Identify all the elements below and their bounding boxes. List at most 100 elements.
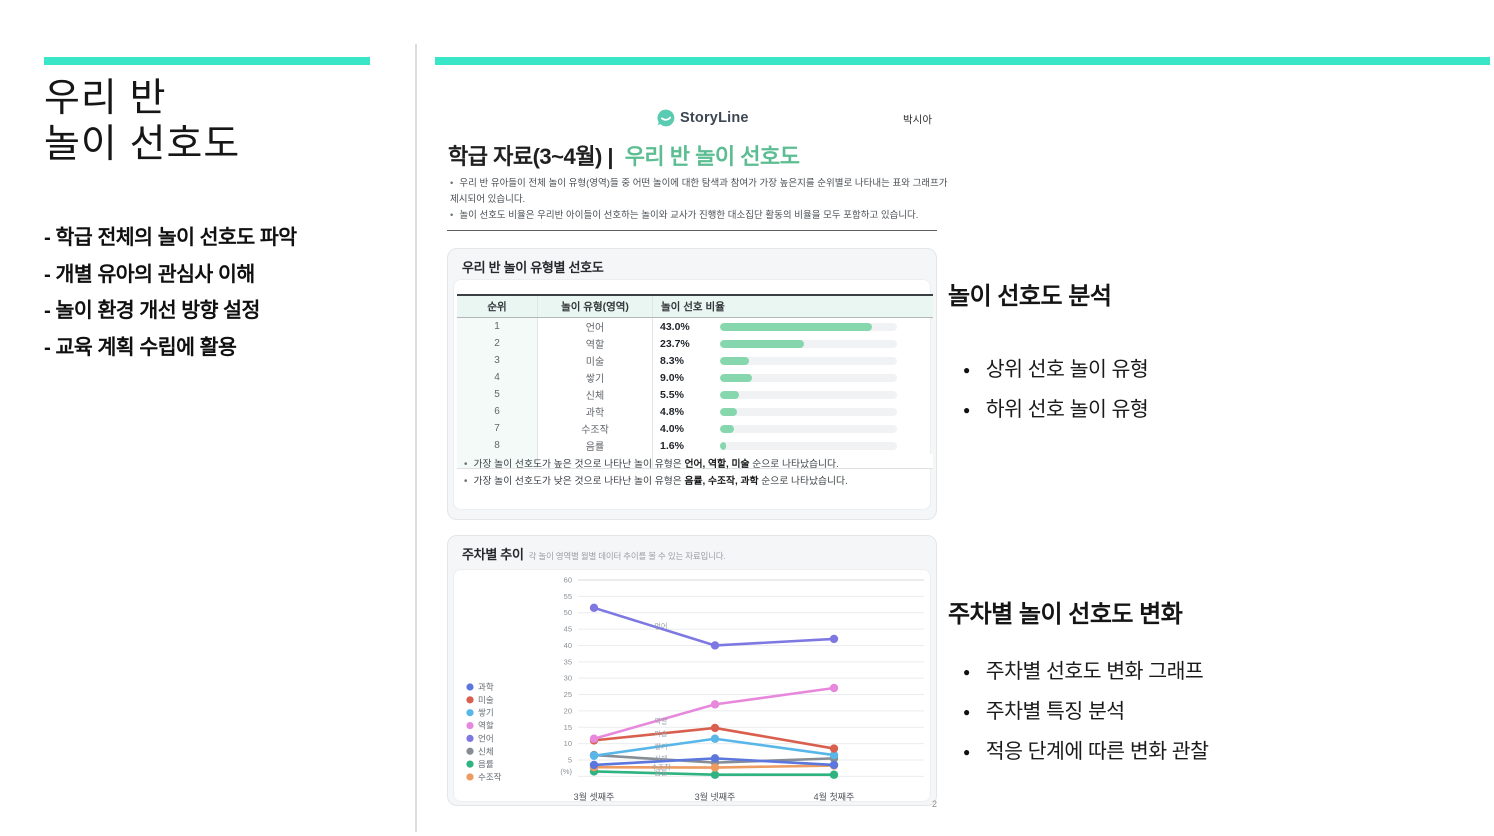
series-point bbox=[710, 734, 720, 743]
series-point bbox=[829, 760, 839, 770]
weekly-trend-card: 주차별 추이 각 놀이 영역별 월별 데이터 추이를 볼 수 있는 자료입니다. … bbox=[447, 535, 937, 806]
ratio-bar-fill bbox=[720, 373, 752, 382]
annotation-heading-weekly: 주차별 놀이 선호도 변화 bbox=[948, 601, 1183, 628]
table-row: 7 수조작 4.0% bbox=[457, 420, 933, 437]
legend-swatch bbox=[466, 683, 474, 691]
series-inline-label: 역할 bbox=[655, 717, 668, 726]
ratio-bar-fill bbox=[720, 390, 740, 399]
annotation-bullet: 상위 선호 놀이 유형 bbox=[963, 350, 1149, 390]
legend-label: 역할 bbox=[478, 721, 494, 731]
table-insight-list: 가장 놀이 선호도가 높은 것으로 나타난 놀이 유형은 언어, 역할, 미술 … bbox=[464, 456, 848, 490]
legend-label: 쌓기 bbox=[478, 708, 494, 718]
y-tick-label: 5 bbox=[568, 756, 572, 765]
storyline-logo-icon bbox=[657, 109, 675, 127]
y-tick-label: 15 bbox=[564, 723, 572, 732]
y-tick-label: 20 bbox=[564, 706, 572, 715]
series-inline-label: 미술 bbox=[655, 729, 668, 738]
table-row: 3 미술 8.3% bbox=[457, 352, 933, 369]
y-tick-label: 60 bbox=[564, 576, 572, 585]
annotation-bullet: 적응 단계에 따른 변화 관찰 bbox=[963, 732, 1209, 772]
ratio-value: 5.5% bbox=[660, 388, 684, 401]
x-tick-label: 4월 첫째주 bbox=[814, 791, 855, 802]
goal-list: - 학급 전체의 놀이 선호도 파악 - 개별 유아의 관심사 이해 - 놀이 환경… bbox=[44, 220, 297, 366]
accent-bar-right bbox=[435, 57, 1490, 65]
brand-logo: StoryLine bbox=[656, 108, 749, 128]
series-point bbox=[589, 603, 599, 613]
ratio-bar-fill bbox=[720, 424, 735, 433]
section-divider bbox=[447, 230, 937, 231]
ratio-value: 43.0% bbox=[660, 320, 690, 333]
ratio-bar-fill bbox=[720, 339, 804, 348]
preference-table: 순위 놀이 유형(영역) 놀이 선호 비율 1 언어 43.0% 2 역할 23.7% 3 미… bbox=[457, 294, 933, 469]
table-insight: 가장 놀이 선호도가 높은 것으로 나타난 놀이 유형은 언어, 역할, 미술 … bbox=[464, 456, 848, 473]
ratio-bar-fill bbox=[720, 322, 873, 331]
series-inline-label: 쌓기 bbox=[655, 742, 668, 751]
legend-swatch bbox=[466, 773, 474, 781]
ratio-bar-track bbox=[720, 441, 897, 450]
series-point bbox=[710, 641, 720, 650]
legend-label: 수조작 bbox=[478, 772, 502, 782]
series-inline-label: 수조작 bbox=[651, 762, 671, 771]
ratio-value: 4.0% bbox=[660, 422, 684, 435]
annotation-bullet: 주차별 특징 분석 bbox=[963, 692, 1209, 732]
annotation-bullet: 하위 선호 놀이 유형 bbox=[963, 390, 1149, 430]
legend-swatch bbox=[466, 747, 474, 755]
series-point bbox=[829, 770, 839, 779]
series-point bbox=[710, 723, 720, 733]
ratio-bar-track bbox=[720, 407, 897, 416]
document-title-category: 학급 자료(3~4월) | bbox=[448, 144, 614, 169]
series-inline-label: 언어 bbox=[655, 622, 668, 631]
brand-name: StoryLine bbox=[680, 110, 749, 126]
author-name: 박시아 bbox=[903, 114, 932, 126]
slide-title: 우리 반 놀이 선호도 bbox=[44, 76, 240, 168]
series-point bbox=[710, 700, 720, 709]
series-point bbox=[829, 744, 839, 753]
legend-swatch bbox=[466, 734, 474, 742]
ratio-value: 9.0% bbox=[660, 371, 684, 384]
ratio-value: 23.7% bbox=[660, 337, 690, 350]
intro-bullet: 우리 반 유아들이 전체 놀이 유형(영역)들 중 어떤 놀이에 대한 탐색과 … bbox=[450, 176, 950, 208]
unit-label: (%) bbox=[560, 767, 572, 776]
trend-chart-panel: 60 55 50 45 40 35 30 25 20 15 10 5 (%) 3월 셋째주 3월 넷째주 4월… bbox=[453, 569, 931, 802]
y-tick-label: 40 bbox=[564, 641, 572, 650]
annotation-list-preference: 상위 선호 놀이 유형하위 선호 놀이 유형 bbox=[963, 350, 1149, 430]
series-point bbox=[710, 770, 720, 779]
accent-bar-left bbox=[44, 57, 370, 65]
goal-item: - 학급 전체의 놀이 선호도 파악 bbox=[44, 226, 297, 249]
x-tick-label: 3월 넷째주 bbox=[695, 791, 736, 802]
table-row: 2 역할 23.7% bbox=[457, 335, 933, 352]
table-row: 6 과학 4.8% bbox=[457, 403, 933, 420]
y-tick-label: 35 bbox=[564, 657, 572, 666]
y-tick-label: 45 bbox=[564, 625, 572, 634]
table-row: 1 언어 43.0% bbox=[457, 317, 933, 335]
ratio-bar-track bbox=[720, 322, 897, 331]
table-row: 4 쌓기 9.0% bbox=[457, 369, 933, 386]
goal-item: - 개별 유아의 관심사 이해 bbox=[44, 262, 255, 286]
legend-swatch bbox=[466, 709, 474, 717]
series-line bbox=[592, 606, 836, 647]
series-point bbox=[589, 734, 599, 743]
legend-swatch bbox=[466, 760, 474, 768]
y-tick-label: 50 bbox=[564, 608, 572, 617]
legend-label: 언어 bbox=[478, 733, 494, 743]
goal-item: - 교육 계획 수립에 활용 bbox=[44, 335, 237, 359]
legend-label: 미술 bbox=[478, 695, 494, 705]
ratio-bar-track bbox=[720, 356, 897, 365]
series-point bbox=[829, 634, 839, 644]
series-point bbox=[710, 754, 720, 763]
series-inline-label: 음률 bbox=[655, 769, 668, 777]
trend-card-title: 주차별 추이 bbox=[462, 547, 524, 562]
series-point bbox=[710, 763, 720, 772]
ratio-bar-track bbox=[720, 373, 897, 382]
slide-title-line1: 우리 반 bbox=[44, 77, 167, 120]
ratio-value: 1.6% bbox=[660, 439, 684, 452]
series-point bbox=[829, 683, 839, 693]
column-header-type: 놀이 유형(영역) bbox=[537, 294, 653, 318]
y-tick-label: 30 bbox=[564, 674, 572, 683]
x-tick-label: 3월 셋째주 bbox=[574, 791, 615, 802]
document-title: 학급 자료(3~4월) | 우리 반 놀이 선호도 bbox=[448, 139, 800, 171]
table-row: 8 음률 1.6% bbox=[457, 437, 933, 454]
ratio-bar-track bbox=[720, 424, 897, 433]
trend-card-subtitle: 각 놀이 영역별 월별 데이터 추이를 볼 수 있는 자료입니다. bbox=[528, 551, 726, 561]
